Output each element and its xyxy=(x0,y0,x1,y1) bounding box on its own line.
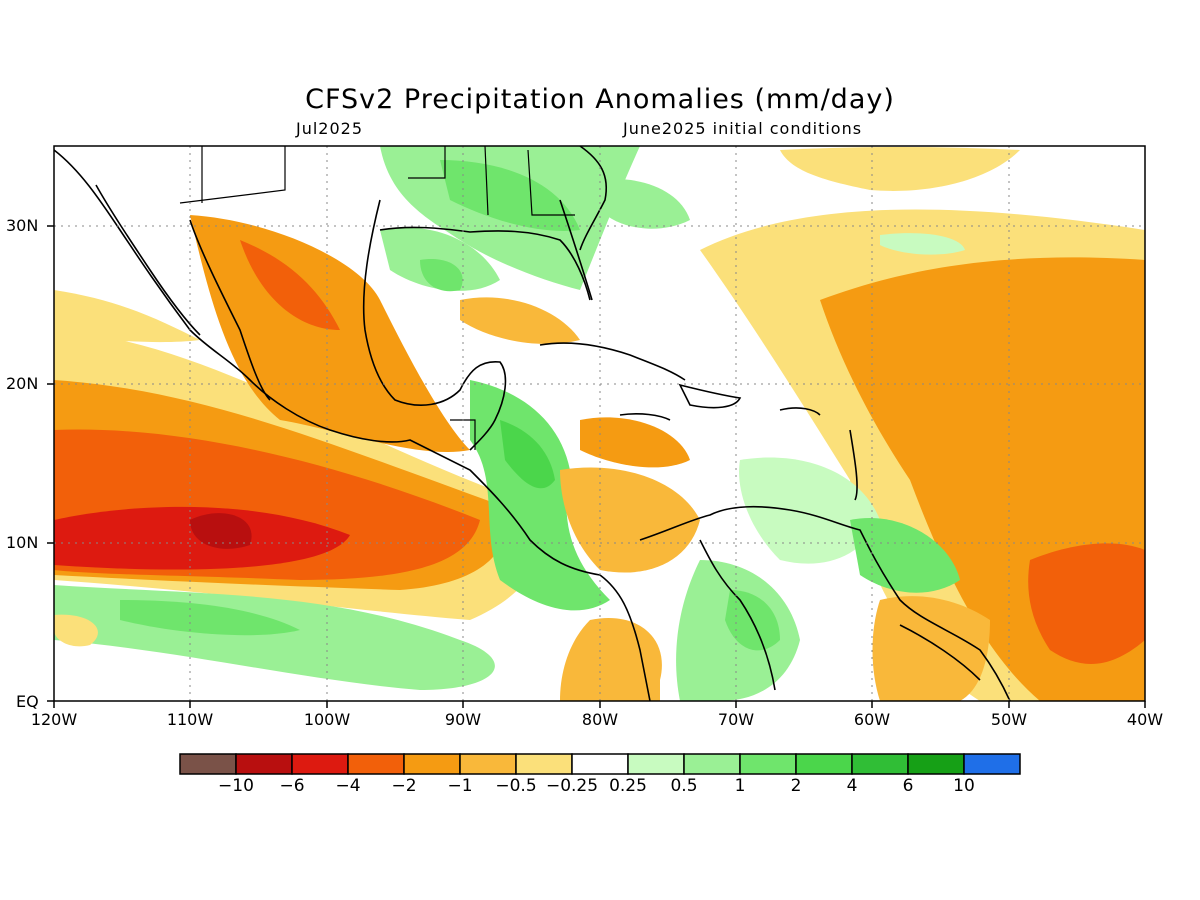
colorbar-swatch xyxy=(907,753,965,775)
x-tick-70w: 70W xyxy=(717,710,755,729)
x-tick-100w: 100W xyxy=(303,710,351,729)
x-tick-50w: 50W xyxy=(990,710,1028,729)
colorbar-swatch xyxy=(291,753,349,775)
colorbar-swatch xyxy=(795,753,853,775)
colorbar-swatch xyxy=(459,753,517,775)
x-tick-120w: 120W xyxy=(30,710,78,729)
colorbar-label-neg4: −4 xyxy=(335,776,361,796)
coastlines xyxy=(53,145,1011,702)
x-tick-110w: 110W xyxy=(166,710,214,729)
colorbar-swatch xyxy=(963,753,1021,775)
colorbar-swatch xyxy=(515,753,573,775)
colorbar-swatch xyxy=(235,753,293,775)
colorbar-swatch xyxy=(403,753,461,775)
colorbar-swatch xyxy=(739,753,797,775)
colorbar-label-6: 6 xyxy=(902,776,914,796)
colorbar-label-0.25: 0.25 xyxy=(609,776,647,796)
colorbar-label-neg0.25: −0.25 xyxy=(545,776,599,796)
initial-conditions: June2025 initial conditions xyxy=(623,119,863,138)
colorbar-label-neg10: −10 xyxy=(218,776,254,796)
y-tick-eq: EQ xyxy=(16,692,39,711)
colorbar-label-1: 1 xyxy=(734,776,746,796)
colorbar xyxy=(179,753,1021,775)
colorbar-swatch xyxy=(347,753,405,775)
caribbean-wet xyxy=(739,457,880,564)
colorbar-swatch xyxy=(851,753,909,775)
y-tick-30n: 30N xyxy=(6,216,39,235)
colorbar-label-4: 4 xyxy=(846,776,858,796)
colorbar-label-neg1: −1 xyxy=(447,776,473,796)
x-tick-60w: 60W xyxy=(853,710,891,729)
map-title: CFSv2 Precipitation Anomalies (mm/day) xyxy=(305,84,895,115)
colorbar-swatch xyxy=(627,753,685,775)
axis-ticks xyxy=(47,225,1146,708)
colorbar-label-neg0.5: −0.5 xyxy=(495,776,537,796)
caribbean-dry xyxy=(560,467,700,573)
colorbar-swatch xyxy=(571,753,629,775)
y-tick-20n: 20N xyxy=(6,374,39,393)
gridlines xyxy=(54,146,1145,701)
colorbar-label-0.5: 0.5 xyxy=(670,776,698,796)
x-tick-90w: 90W xyxy=(444,710,482,729)
forecast-month: Jul2025 xyxy=(296,119,364,138)
colorbar-swatch xyxy=(683,753,741,775)
political-borders xyxy=(179,145,575,450)
colorbar-swatch xyxy=(179,753,237,775)
x-tick-80w: 80W xyxy=(581,710,619,729)
colorbar-label-2: 2 xyxy=(790,776,802,796)
anomaly-field xyxy=(54,146,1145,701)
atlantic-strong-dry xyxy=(1028,543,1145,664)
gulf-wet xyxy=(380,227,500,291)
colorbar-label-neg2: −2 xyxy=(391,776,417,796)
colorbar-label-neg6: −6 xyxy=(279,776,305,796)
colorbar-label-10: 10 xyxy=(953,776,975,796)
x-tick-40w: 40W xyxy=(1126,710,1164,729)
y-tick-10n: 10N xyxy=(6,533,39,552)
